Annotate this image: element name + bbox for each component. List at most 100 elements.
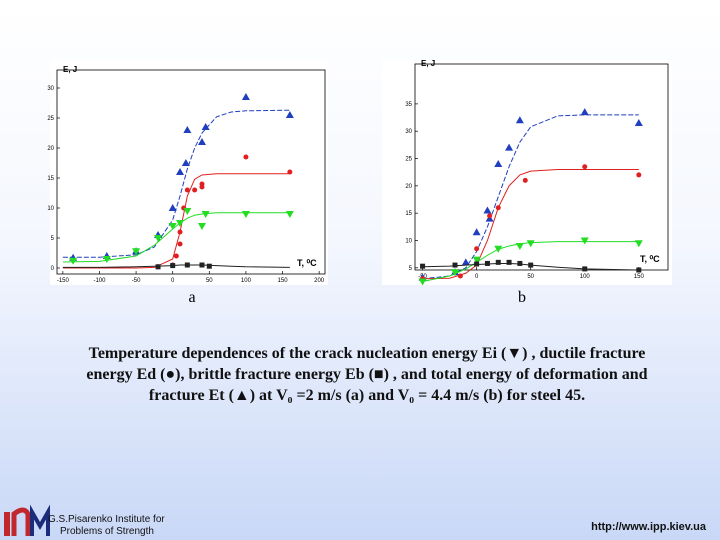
data-point bbox=[197, 138, 206, 145]
data-point bbox=[199, 262, 205, 268]
y-tick-label: 10 bbox=[405, 238, 412, 244]
y-tick-label: 5 bbox=[51, 236, 55, 242]
x-tick-label: 150 bbox=[278, 278, 289, 284]
data-point bbox=[102, 256, 111, 263]
data-point bbox=[580, 237, 589, 245]
data-point bbox=[241, 93, 250, 100]
data-point bbox=[472, 228, 481, 236]
y-tick-label: 15 bbox=[47, 176, 54, 182]
y-tick-label: 5 bbox=[409, 266, 413, 272]
data-point bbox=[526, 240, 535, 248]
data-point bbox=[155, 264, 161, 270]
data-point bbox=[287, 169, 293, 175]
data-point bbox=[243, 154, 249, 160]
data-point bbox=[197, 223, 206, 230]
y-axis-label: E, J bbox=[63, 65, 77, 74]
x-tick-label: -150 bbox=[57, 278, 70, 284]
data-point bbox=[634, 240, 643, 248]
data-point bbox=[285, 111, 294, 118]
data-point bbox=[461, 258, 470, 266]
y-tick-label: 25 bbox=[405, 157, 412, 163]
plot-frame bbox=[414, 63, 669, 271]
data-point bbox=[495, 259, 501, 265]
data-point bbox=[634, 119, 643, 127]
data-point bbox=[495, 205, 501, 211]
x-tick-label: 50 bbox=[206, 278, 213, 284]
y-tick-label: 10 bbox=[47, 206, 54, 212]
fit-curve bbox=[62, 212, 290, 263]
data-point bbox=[241, 211, 250, 218]
data-point bbox=[494, 159, 503, 167]
y-tick-label: 20 bbox=[47, 146, 54, 152]
fit-curve bbox=[422, 262, 639, 271]
data-point bbox=[184, 187, 190, 193]
x-axis-label: T, ⁰C bbox=[297, 258, 317, 268]
data-point bbox=[176, 220, 185, 227]
data-point bbox=[494, 245, 503, 253]
data-point bbox=[505, 143, 514, 151]
data-point bbox=[472, 256, 481, 264]
data-point bbox=[168, 204, 177, 211]
y-tick-label: 0 bbox=[51, 266, 55, 272]
data-point bbox=[506, 259, 512, 265]
x-tick-label: -50 bbox=[132, 278, 141, 284]
data-point bbox=[528, 262, 534, 268]
fit-curve bbox=[422, 114, 639, 280]
institute-line: G.S.Pisarenko Institute for bbox=[48, 514, 165, 525]
fit-curve bbox=[62, 173, 290, 269]
data-point bbox=[177, 229, 183, 235]
x-tick-label: 150 bbox=[634, 274, 645, 280]
url: http://www.ipp.kiev.ua bbox=[591, 521, 706, 533]
institute-line: Problems of Strength bbox=[60, 526, 154, 537]
panel-label: b bbox=[518, 289, 526, 306]
data-point bbox=[418, 278, 427, 286]
logo-arch bbox=[11, 507, 31, 536]
data-point bbox=[183, 208, 192, 215]
data-point bbox=[484, 260, 490, 266]
data-point bbox=[636, 172, 642, 178]
data-point bbox=[199, 184, 205, 190]
fit-curve bbox=[422, 168, 639, 280]
data-point bbox=[420, 263, 426, 269]
y-tick-label: 30 bbox=[405, 129, 412, 135]
fit-curve bbox=[422, 241, 639, 282]
x-tick-label: -100 bbox=[93, 278, 106, 284]
x-tick-label: 0 bbox=[475, 274, 479, 280]
data-point bbox=[184, 262, 190, 268]
x-tick-label: 100 bbox=[241, 278, 252, 284]
data-point bbox=[582, 164, 588, 170]
data-point bbox=[451, 269, 460, 277]
data-point bbox=[515, 242, 524, 250]
y-axis-label: E, J bbox=[421, 59, 435, 68]
y-tick-label: 35 bbox=[405, 102, 412, 108]
data-point bbox=[285, 211, 294, 218]
y-tick-label: 15 bbox=[405, 211, 412, 217]
data-point bbox=[483, 206, 492, 214]
logo bbox=[4, 504, 50, 536]
data-point bbox=[69, 257, 78, 265]
data-point bbox=[173, 253, 179, 259]
plot-frame bbox=[56, 69, 326, 275]
data-point bbox=[206, 263, 212, 269]
data-point bbox=[636, 267, 642, 273]
y-tick-label: 25 bbox=[47, 116, 54, 122]
data-point bbox=[452, 262, 458, 268]
data-point bbox=[487, 213, 493, 219]
caption: Temperature dependences of the crack nuc… bbox=[86, 345, 648, 404]
data-point bbox=[517, 260, 523, 266]
data-point bbox=[192, 187, 198, 193]
data-point bbox=[474, 261, 480, 267]
y-tick-label: 20 bbox=[405, 184, 412, 190]
data-point bbox=[474, 246, 480, 252]
data-point bbox=[168, 223, 177, 230]
x-tick-label: 0 bbox=[171, 278, 175, 284]
x-tick-label: 50 bbox=[527, 274, 534, 280]
data-point bbox=[183, 126, 192, 133]
data-point bbox=[176, 168, 185, 175]
data-point bbox=[515, 116, 524, 124]
data-point bbox=[582, 266, 588, 272]
data-point bbox=[154, 235, 163, 242]
logo-m bbox=[30, 504, 50, 536]
